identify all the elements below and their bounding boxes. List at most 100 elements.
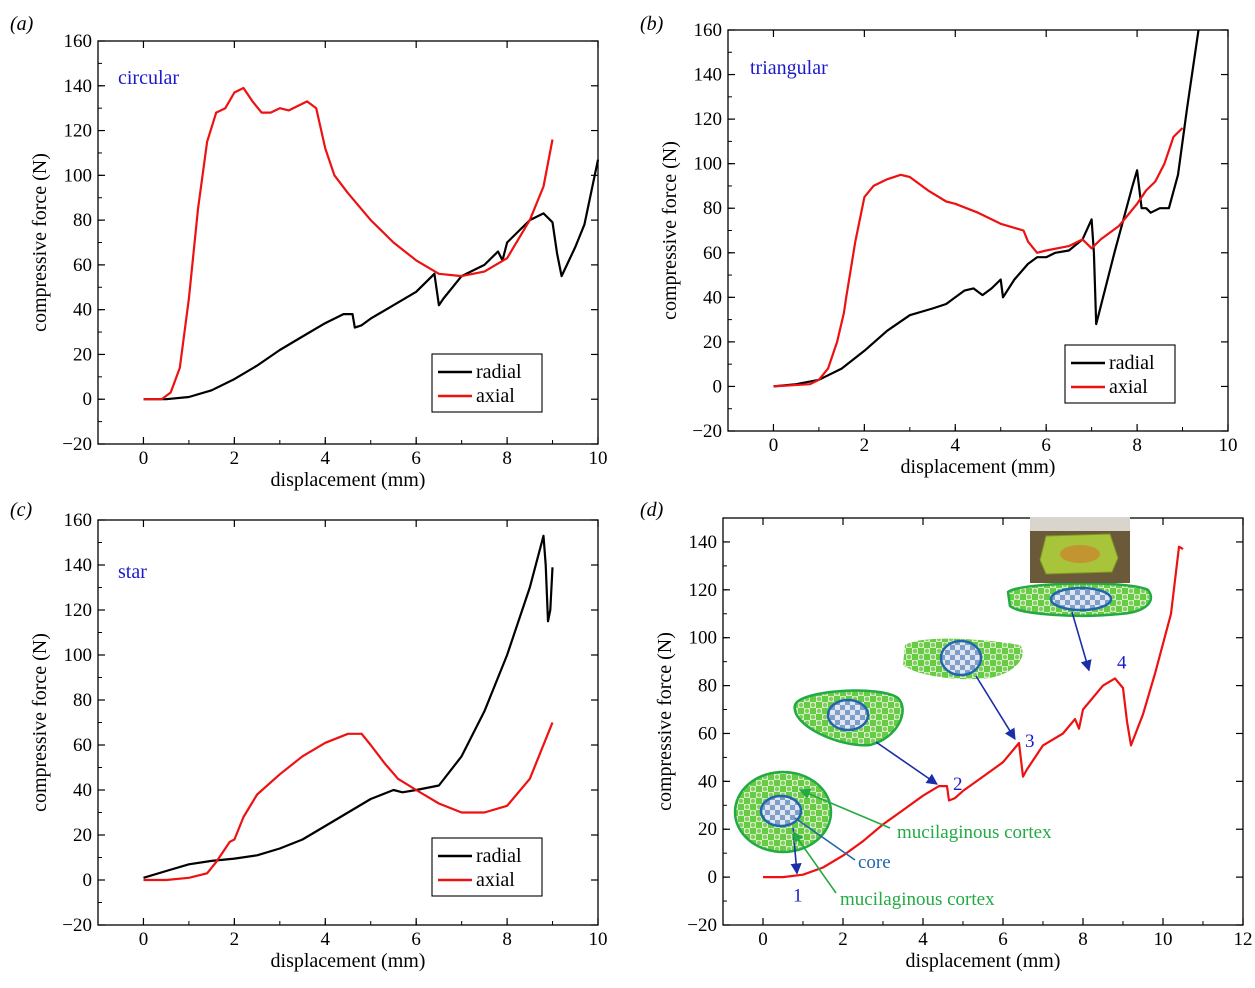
core-pointer — [794, 817, 856, 861]
label-mucilaginous-cortex-top: mucilaginous cortex — [897, 822, 1052, 843]
y-tick-label: 20 — [698, 819, 717, 840]
core-shape — [1049, 586, 1113, 612]
y-tick-label: 80 — [73, 690, 92, 711]
y-tick-label: 140 — [64, 76, 93, 97]
point-label-4: 4 — [1117, 652, 1127, 673]
core-shape — [939, 639, 983, 677]
x-tick-label: 4 — [918, 929, 928, 950]
cross-section-1 — [733, 770, 833, 854]
core-shape — [759, 794, 803, 828]
chart-title: star — [118, 561, 147, 583]
panel-b: (b) 0 2 4 6 8 10 −20 0 20 40 60 80 100 120 140 160 displa… — [640, 13, 1238, 478]
legend-label-radial: radial — [1109, 352, 1155, 374]
specimen-photo — [1030, 517, 1130, 583]
arrow-to-point-2 — [875, 741, 938, 785]
legend-label-radial: radial — [476, 361, 522, 383]
label-core: core — [858, 852, 891, 873]
y-tick-label: 100 — [64, 645, 93, 666]
series-line-radial — [773, 29, 1200, 388]
x-tick-label: 4 — [951, 435, 961, 456]
y-tick-label: 100 — [64, 165, 93, 186]
x-tick-label: 2 — [838, 929, 848, 950]
y-tick-label: 160 — [694, 20, 723, 41]
x-axis-label: displacement (mm) — [906, 950, 1061, 972]
y-tick-label: 20 — [73, 825, 92, 846]
x-tick-label: 0 — [769, 435, 779, 456]
y-tick-label: 120 — [694, 109, 723, 130]
y-axis-label: compressive force (N) — [29, 633, 51, 812]
y-tick-label: −20 — [62, 434, 92, 455]
x-tick-label: 8 — [502, 929, 512, 950]
y-tick-label: 0 — [708, 867, 718, 888]
y-tick-label: 160 — [64, 510, 93, 531]
cross-section-3 — [903, 638, 1023, 680]
series-line-axial — [773, 127, 1184, 388]
series-line-force — [763, 545, 1184, 879]
point-label-1: 1 — [793, 886, 803, 907]
panel-d: (d)0 2 4 6 8 10 12−20020406080100120140displac… — [640, 499, 1253, 972]
legend-box — [431, 353, 543, 413]
y-tick-label: 100 — [694, 154, 723, 175]
y-tick-label: 60 — [73, 735, 92, 756]
point-label-2: 2 — [953, 774, 963, 795]
photo-core — [1060, 545, 1100, 563]
panel-label: (a) — [10, 13, 34, 35]
x-tick-label: 4 — [321, 448, 331, 469]
y-tick-label: 140 — [64, 555, 93, 576]
y-tick-label: 40 — [73, 300, 92, 321]
y-tick-label: 60 — [703, 243, 722, 264]
x-tick-label: 0 — [139, 929, 149, 950]
x-tick-label: 10 — [1219, 435, 1238, 456]
y-tick-label: 120 — [64, 121, 93, 142]
legend-label-axial: axial — [476, 385, 515, 407]
point-label-3: 3 — [1025, 731, 1035, 752]
series-line-radial — [143, 534, 554, 879]
legend-box — [431, 837, 543, 897]
arrow-to-point-4 — [1071, 611, 1092, 672]
x-axis-label: displacement (mm) — [271, 950, 426, 972]
legend-label-axial: axial — [476, 869, 515, 891]
cortex-bottom-pointer — [792, 831, 837, 894]
x-tick-label: 6 — [998, 929, 1008, 950]
y-tick-label: 0 — [713, 376, 723, 397]
legend-box — [1064, 344, 1176, 404]
panel-a: (a) 0 2 4 6 8 10 −20 0 20 40 60 80 100 120 140 160 displa… — [10, 13, 608, 491]
core-shape — [826, 698, 870, 732]
x-tick-label: 12 — [1234, 929, 1253, 950]
x-tick-label: 10 — [1154, 929, 1173, 950]
x-tick-label: 4 — [321, 929, 331, 950]
y-tick-label: 40 — [698, 771, 717, 792]
legend-label-radial: radial — [476, 845, 522, 867]
x-tick-label: 8 — [1078, 929, 1088, 950]
chart-title: triangular — [750, 57, 828, 79]
y-tick-label: 120 — [689, 580, 718, 601]
y-tick-label: 20 — [73, 344, 92, 365]
y-tick-label: 0 — [83, 389, 93, 410]
x-tick-label: 8 — [502, 448, 512, 469]
x-tick-label: 0 — [758, 929, 768, 950]
x-tick-label: 8 — [1132, 435, 1142, 456]
series-line-radial — [143, 159, 600, 401]
x-tick-label: 6 — [411, 929, 421, 950]
x-tick-label: 2 — [230, 448, 240, 469]
y-tick-label: 80 — [698, 676, 717, 697]
cross-section-2 — [793, 689, 904, 747]
y-tick-label: 140 — [694, 65, 723, 86]
plot-frame — [722, 517, 1244, 926]
label-mucilaginous-cortex-bottom: mucilaginous cortex — [840, 889, 995, 910]
y-tick-label: 60 — [73, 255, 92, 276]
panel-label: (b) — [640, 13, 664, 35]
y-tick-label: 80 — [73, 210, 92, 231]
x-tick-label: 6 — [1041, 435, 1051, 456]
y-tick-label: 140 — [689, 532, 718, 553]
x-tick-label: 0 — [139, 448, 149, 469]
legend-label-axial: axial — [1109, 376, 1148, 398]
x-tick-label: 10 — [589, 929, 608, 950]
y-tick-label: 80 — [703, 198, 722, 219]
y-tick-label: 60 — [698, 723, 717, 744]
y-tick-label: 160 — [64, 31, 93, 52]
